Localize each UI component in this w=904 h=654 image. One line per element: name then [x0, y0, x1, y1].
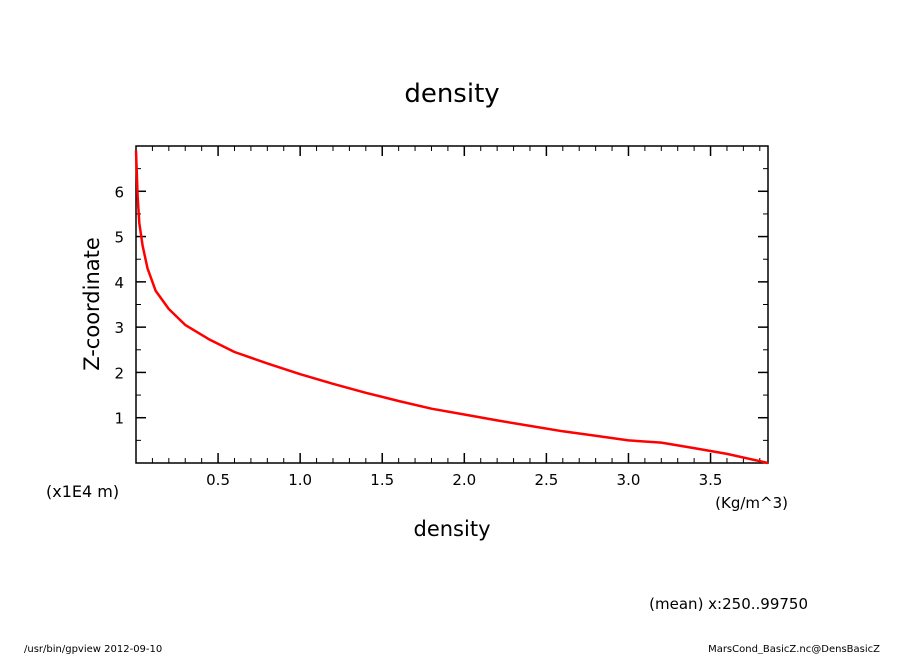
- x-axis-ticks: [151, 146, 761, 463]
- x-axis-label: density: [414, 517, 491, 541]
- footer-left: /usr/bin/gpview 2012-09-10: [24, 644, 162, 654]
- y-axis-tick-labels: 1 2 3 4 5 6: [114, 183, 124, 427]
- x-axis-unit: (Kg/m^3): [715, 494, 788, 512]
- y-tick-label: 1: [114, 410, 124, 428]
- x-axis-tick-labels: 0.5 1.0 1.5 2.0 2.5 3.0 3.5: [206, 471, 722, 489]
- y-axis-ticks: [136, 168, 768, 441]
- x-tick-label: 3.0: [617, 471, 641, 489]
- x-tick-label: 1.5: [370, 471, 394, 489]
- y-tick-label: 6: [114, 183, 124, 201]
- y-tick-label: 5: [114, 229, 124, 247]
- y-tick-label: 2: [114, 364, 124, 382]
- x-tick-label: 2.5: [534, 471, 558, 489]
- x-tick-label: 1.0: [288, 471, 312, 489]
- series-group: [134, 150, 769, 465]
- chart-title: density: [404, 79, 499, 109]
- mean-note: (mean) x:250..99750: [649, 595, 808, 613]
- footer-right: MarsCond_BasicZ.nc@DensBasicZ: [708, 644, 880, 654]
- series-line: [134, 150, 769, 465]
- y-axis-unit: (x1E4 m): [46, 482, 119, 501]
- x-tick-label: 3.5: [699, 471, 723, 489]
- x-tick-label: 0.5: [206, 471, 230, 489]
- y-tick-label: 4: [114, 274, 124, 292]
- plot-frame: [135, 145, 769, 464]
- y-axis-label: Z-coordinate: [80, 237, 104, 371]
- y-tick-label: 3: [114, 319, 124, 337]
- x-tick-label: 2.0: [452, 471, 476, 489]
